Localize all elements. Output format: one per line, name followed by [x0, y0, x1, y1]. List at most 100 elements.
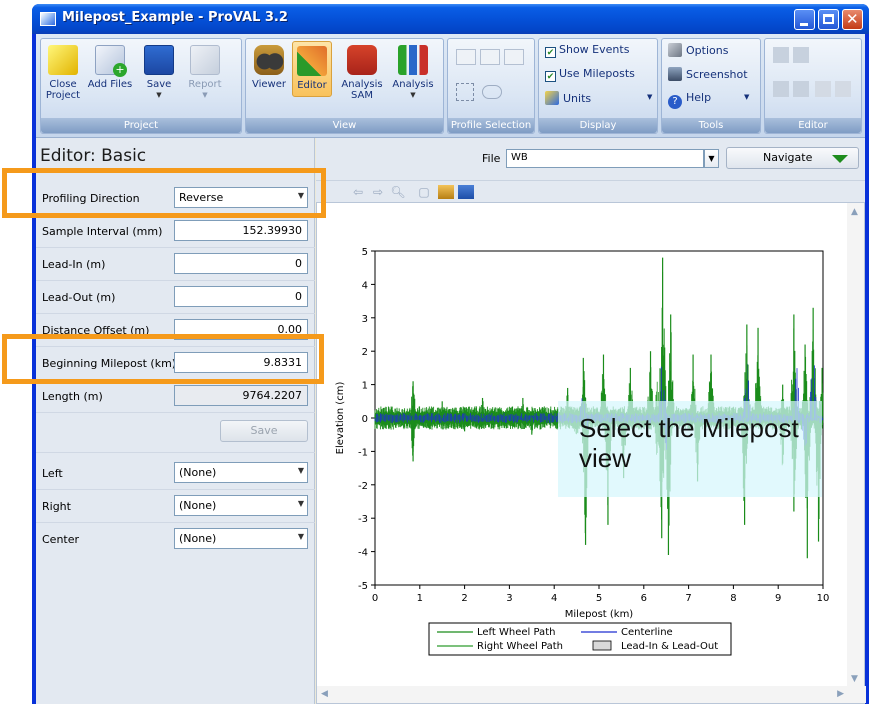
distance-offset-label: Distance Offset (m): [42, 324, 150, 337]
lead-out-label: Lead-Out (m): [42, 291, 116, 304]
ribbon-group-editor: Editor: [764, 38, 862, 134]
save-plot-icon[interactable]: .: [458, 185, 474, 199]
y-tick-label: 1: [362, 381, 368, 392]
legend-entry: Right Wheel Path: [477, 641, 563, 652]
lead-in-row: Lead-In (m) 0: [36, 248, 315, 281]
length-row: Length (m) 9764.2207: [36, 380, 315, 413]
use-mileposts-checkbox[interactable]: ✔ Use Mileposts: [545, 67, 635, 82]
chevron-down-icon: ▼: [297, 532, 304, 541]
zoom-icon[interactable]: 🔍︎: [390, 185, 406, 199]
show-events-checkbox[interactable]: ✔ Show Events: [545, 43, 630, 58]
center-channel-select[interactable]: (None) ▼: [174, 528, 308, 549]
navigate-button[interactable]: Navigate: [726, 147, 859, 169]
puzzle-icon: [347, 45, 377, 75]
eraser-icon[interactable]: [482, 85, 502, 99]
x-tick-label: 1: [417, 593, 423, 604]
minimize-icon[interactable]: [794, 9, 815, 30]
zoom-extent-icon[interactable]: ▢: [418, 185, 430, 199]
lead-out-field[interactable]: 0: [174, 286, 308, 307]
y-tick-label: 2: [362, 347, 368, 358]
y-axis-label: Elevation (cm): [335, 382, 346, 455]
sample-interval-field[interactable]: 152.39930: [174, 220, 308, 241]
vertical-scrollbar[interactable]: ▲ ▼: [847, 203, 864, 688]
checkmark-icon: ✔: [545, 71, 556, 82]
forward-arrow-icon[interactable]: ⇨: [372, 185, 384, 199]
close-icon[interactable]: ✕: [842, 9, 863, 30]
y-tick-label: 4: [362, 280, 368, 291]
title-bar[interactable]: Milepost_Example - ProVAL 3.2 ✕: [32, 4, 869, 34]
scroll-left-icon[interactable]: ◀: [321, 689, 328, 699]
chevron-down-icon: ▼: [297, 466, 304, 475]
right-channel-select[interactable]: (None) ▼: [174, 495, 308, 516]
back-arrow-icon[interactable]: ⇦: [352, 185, 364, 199]
viewer-button[interactable]: Viewer: [249, 41, 289, 90]
fit-range-icon[interactable]: [793, 81, 809, 97]
beginning-milepost-field[interactable]: 9.8331: [174, 352, 308, 373]
y-tick-label: -4: [358, 548, 368, 559]
legend-swatch: [592, 640, 612, 651]
x-tick-label: 10: [817, 593, 830, 604]
wrench-icon: [668, 43, 682, 57]
y-tick-label: 0: [362, 414, 368, 425]
ribbon-group-profile-selection: Profile Selection: [447, 38, 535, 134]
units-dropdown[interactable]: Units ▼: [545, 91, 652, 105]
elevation-chart[interactable]: -5 -4 -3 -2 -1 0 1 2 3 4 5 0 1 2 3 4 5 6 7 8 9 10 Milepost (km…: [317, 203, 849, 688]
align-left-icon[interactable]: [456, 49, 476, 65]
analysis-button[interactable]: Analysis ▼: [392, 41, 434, 101]
screenshot-button[interactable]: Screenshot: [668, 67, 748, 81]
x-tick-label: 0: [372, 593, 378, 604]
align-right-icon[interactable]: [504, 49, 524, 65]
help-icon: ?: [668, 95, 682, 109]
horizontal-scrollbar[interactable]: ◀ ▶: [317, 686, 866, 703]
left-channel-select[interactable]: (None) ▼: [174, 462, 308, 483]
editor-tool-1-icon[interactable]: [773, 47, 789, 63]
chevron-down-icon[interactable]: ▼: [704, 149, 719, 168]
x-tick-label: 3: [506, 593, 512, 604]
save-ribbon-button[interactable]: Save ▼: [141, 41, 177, 101]
profiling-direction-select[interactable]: Reverse ▼: [174, 187, 308, 208]
chevron-down-icon: ▼: [410, 91, 416, 99]
scroll-down-icon[interactable]: ▼: [851, 674, 858, 684]
close-project-button[interactable]: Close Project: [43, 41, 83, 101]
legend-entry: Left Wheel Path: [477, 627, 555, 638]
editor-button[interactable]: Editor: [292, 41, 332, 97]
x-tick-label: 7: [685, 593, 691, 604]
x-axis-label: Milepost (km): [565, 609, 634, 620]
scroll-up-icon[interactable]: ▲: [851, 207, 858, 217]
lead-in-label: Lead-In (m): [42, 258, 106, 271]
chevron-down-icon: ▼: [297, 499, 304, 508]
chevron-down-icon: ▼: [297, 191, 304, 200]
erase-left-icon[interactable]: [815, 81, 831, 97]
scroll-right-icon[interactable]: ▶: [837, 689, 844, 699]
fit-width-icon[interactable]: [773, 81, 789, 97]
select-region-icon[interactable]: [456, 83, 474, 101]
save-button[interactable]: Save: [220, 420, 308, 442]
erase-right-icon[interactable]: [835, 81, 851, 97]
pencil-ruler-icon: [297, 46, 327, 76]
ribbon-group-project: Close Project + Add Files Save ▼ Report …: [40, 38, 242, 134]
ribbon-group-title: Editor: [765, 118, 861, 133]
center-channel-row: Center (None) ▼: [36, 523, 315, 556]
lead-in-field[interactable]: 0: [174, 253, 308, 274]
file-select[interactable]: WB: [506, 149, 704, 168]
y-tick-label: -5: [358, 581, 368, 592]
bar-chart-icon: [398, 45, 428, 75]
editor-properties-panel: Editor: Basic Profiling Direction Revers…: [36, 138, 315, 704]
analysis-sam-button[interactable]: Analysis SAM: [336, 41, 388, 101]
y-tick-label: -2: [358, 481, 368, 492]
editor-tool-2-icon[interactable]: [793, 47, 809, 63]
align-center-icon[interactable]: [480, 49, 500, 65]
options-button[interactable]: Options: [668, 43, 728, 57]
checkmark-icon: ✔: [545, 47, 556, 58]
legend-entry: Centerline: [621, 627, 673, 638]
highlight-beginning-milepost: [2, 334, 324, 384]
right-channel-label: Right: [42, 500, 71, 513]
report-button[interactable]: Report ▼: [183, 41, 227, 101]
beginning-milepost-label: Beginning Milepost (km): [42, 357, 177, 370]
maximize-icon[interactable]: [818, 9, 839, 30]
help-button[interactable]: ? Help ▼: [668, 91, 749, 109]
camera-icon: [668, 67, 682, 81]
add-files-button[interactable]: + Add Files: [87, 41, 133, 90]
paste-icon[interactable]: .: [438, 185, 454, 199]
ribbon-group-display: ✔ Show Events ✔ Use Mileposts Units ▼ Displ…: [538, 38, 658, 134]
